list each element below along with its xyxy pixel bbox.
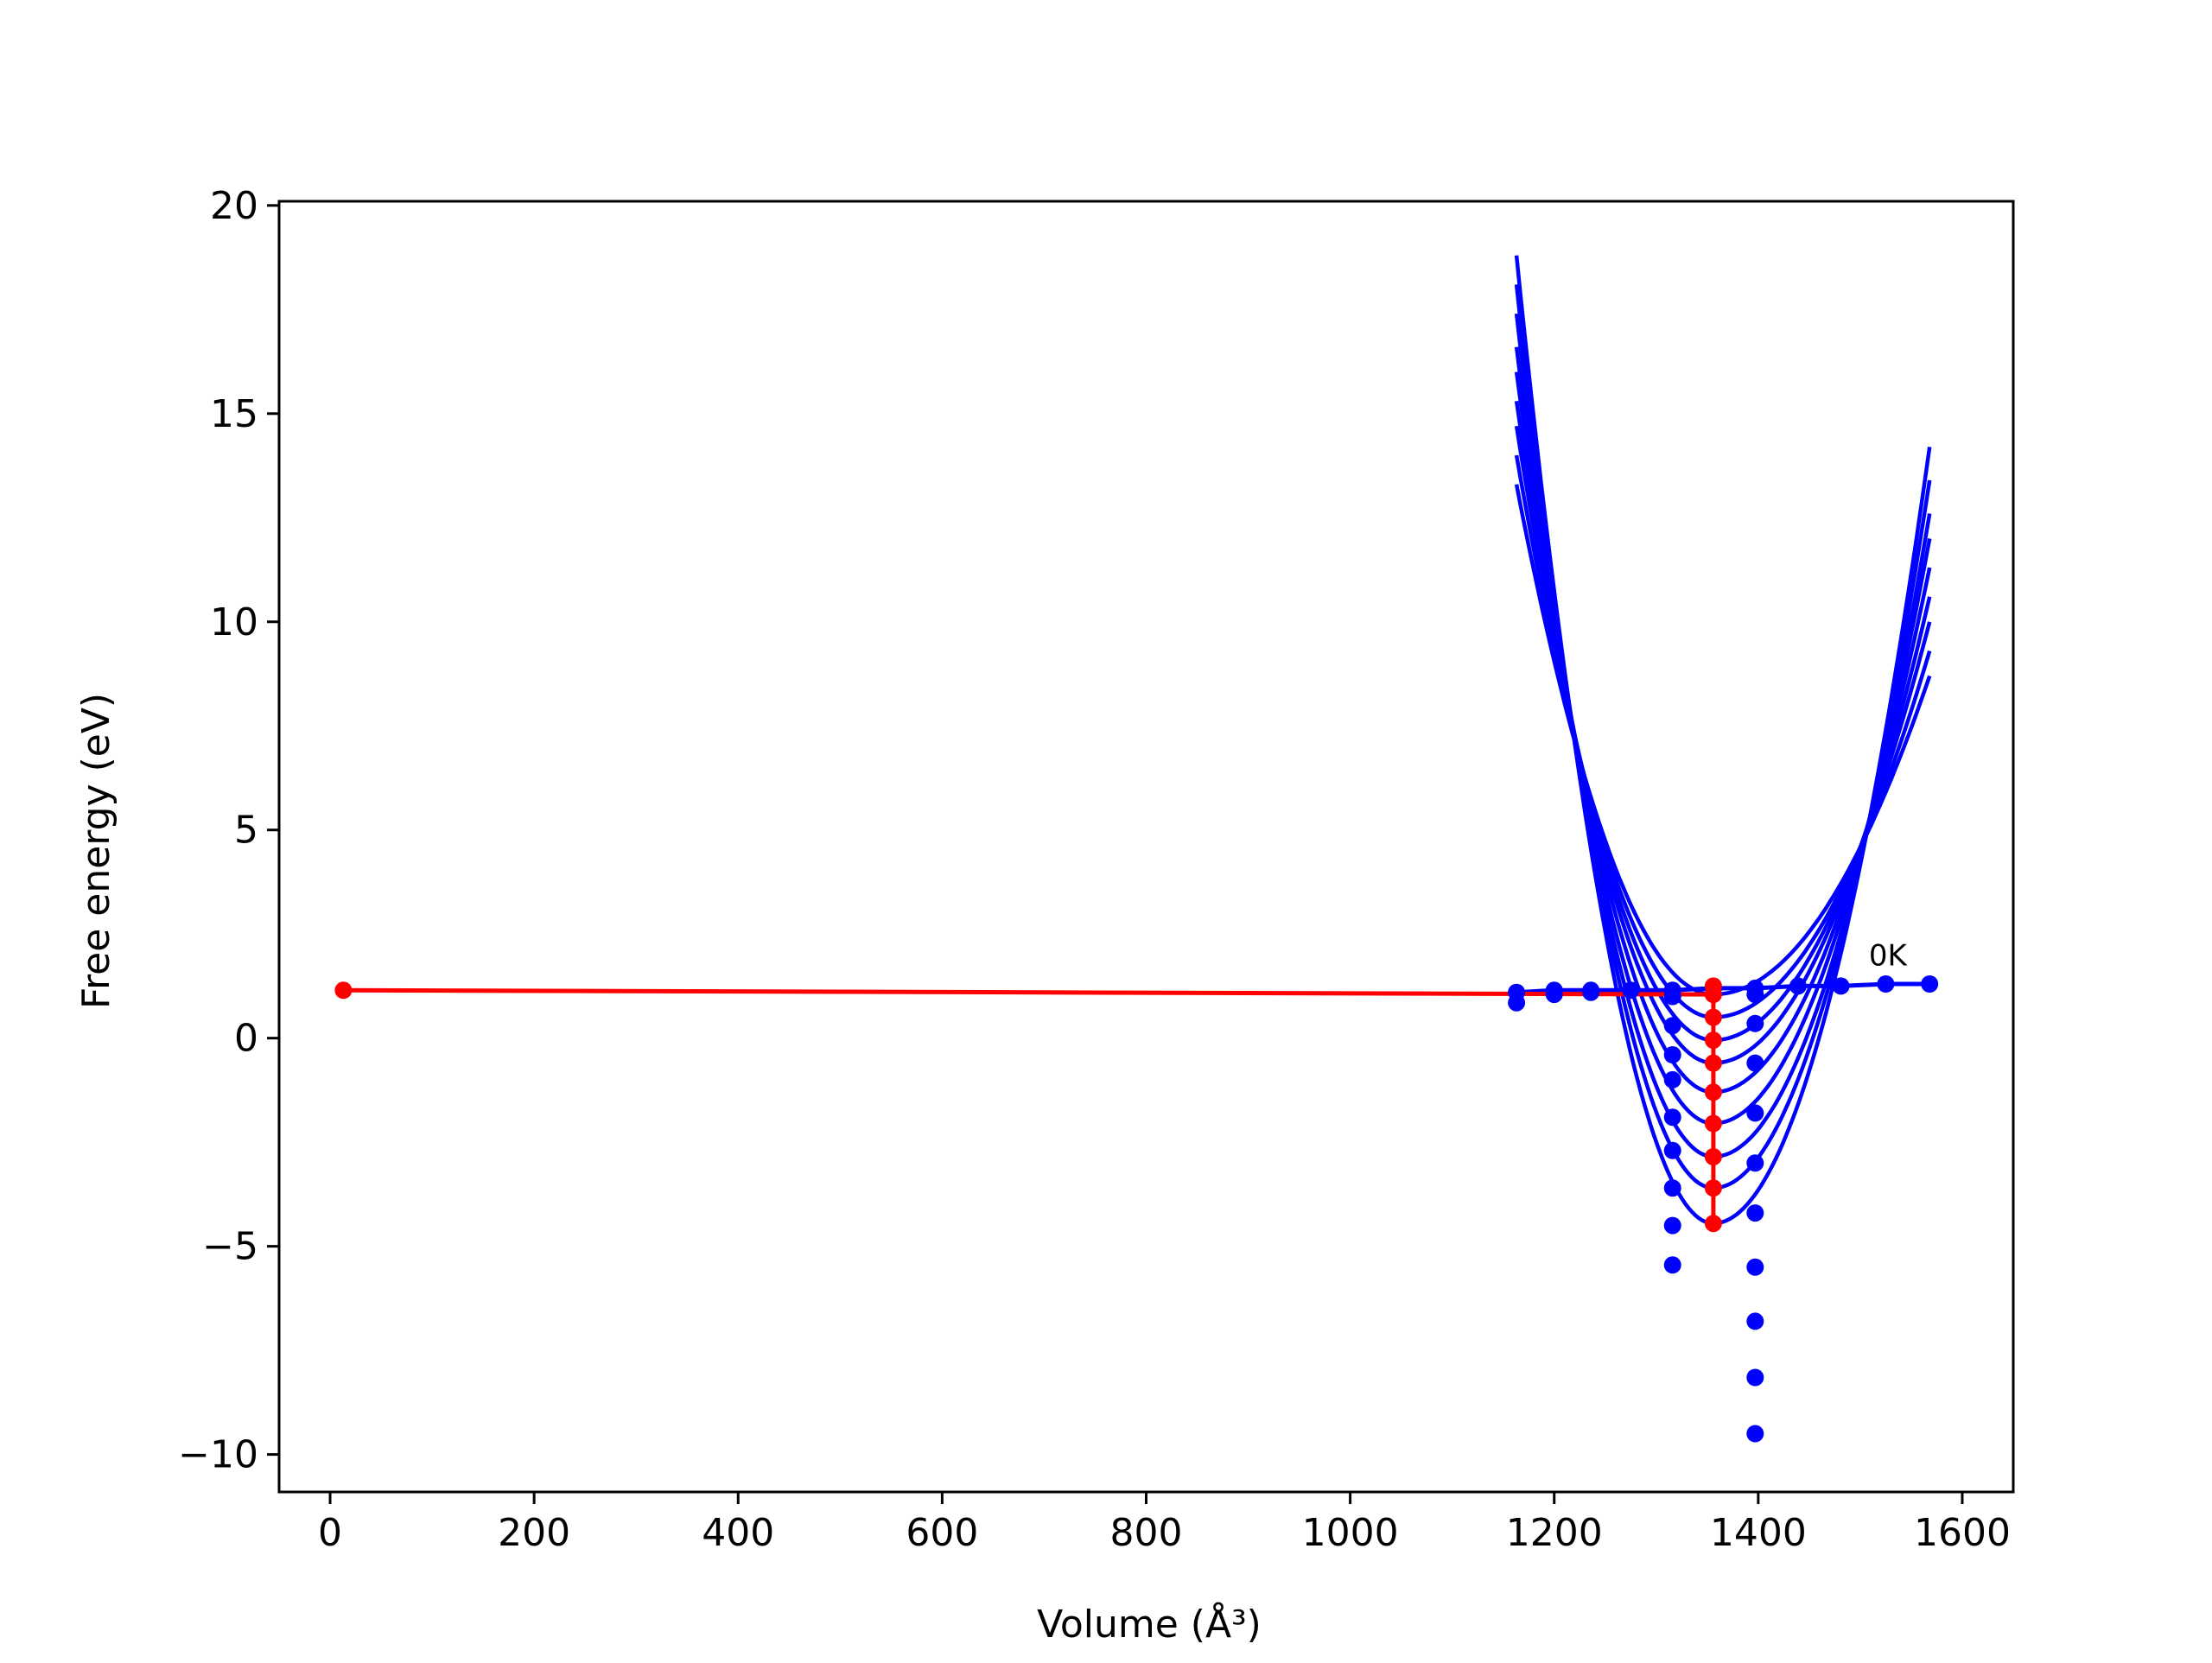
series-0-point <box>1622 981 1640 1000</box>
x-tick-label: 200 <box>498 1511 570 1555</box>
series-1-point <box>1663 1179 1681 1197</box>
x-tick-label: 600 <box>906 1511 978 1555</box>
series-1-point <box>1582 983 1600 1001</box>
x-tick-label: 1400 <box>1710 1511 1807 1555</box>
series-0-point <box>1877 975 1895 993</box>
series-1-point <box>1746 1425 1764 1443</box>
series-1-point <box>1746 1154 1764 1172</box>
series-1-point <box>1746 1258 1764 1276</box>
series-1-point <box>1663 1017 1681 1035</box>
series-3-point <box>1704 1054 1722 1072</box>
series-1-point <box>1746 1312 1764 1330</box>
series-1-point <box>1663 1256 1681 1274</box>
series-1-point <box>1663 1108 1681 1127</box>
y-tick-label: 0 <box>234 1017 258 1061</box>
series-1-point <box>1508 993 1526 1012</box>
series-3-point <box>1704 986 1722 1004</box>
series-2-point <box>334 981 353 1000</box>
x-tick-label: 800 <box>1110 1511 1183 1555</box>
series-1-point <box>1663 1046 1681 1063</box>
series-3-point <box>1704 1148 1722 1165</box>
series-0-point <box>1921 975 1939 993</box>
x-axis-label: Volume (Å³) <box>1037 1601 1262 1647</box>
x-tick-label: 0 <box>318 1511 342 1555</box>
series-1-point <box>1746 1054 1764 1072</box>
series-3-point <box>1704 1083 1722 1101</box>
annotation-0k-label: 0K <box>1869 938 1909 973</box>
y-tick-label: −5 <box>202 1225 258 1269</box>
y-tick-label: 5 <box>234 809 258 853</box>
x-tick-label: 1600 <box>1914 1511 2011 1555</box>
fit-curve-8 <box>1514 255 1932 1226</box>
series-1-point <box>1663 1070 1681 1089</box>
y-tick-label: 15 <box>210 392 258 436</box>
x-tick-label: 1200 <box>1506 1511 1603 1555</box>
series-1-point <box>1746 1368 1764 1387</box>
y-axis-label: Free energy (eV) <box>74 693 118 1009</box>
series-0-point <box>1789 977 1807 995</box>
series-3-point <box>1704 1008 1722 1026</box>
series-3-point <box>1704 1215 1722 1233</box>
series-0-point <box>1832 977 1850 995</box>
series-1-point <box>1663 987 1681 1006</box>
y-tick-label: 20 <box>210 184 258 228</box>
series-1-point <box>1746 986 1764 1004</box>
series-1-point <box>1746 1014 1764 1032</box>
y-tick-label: 10 <box>210 600 258 644</box>
series-1-point <box>1663 1216 1681 1235</box>
x-tick-label: 1000 <box>1302 1511 1399 1555</box>
series-3-point <box>1704 1179 1722 1197</box>
series-3-point <box>1704 1114 1722 1133</box>
series-1-point <box>1545 986 1563 1004</box>
series-3-point <box>1704 1031 1722 1050</box>
series-1-point <box>1746 1204 1764 1222</box>
series-1-point <box>1746 1104 1764 1122</box>
x-tick-label: 400 <box>702 1511 774 1555</box>
series-1-point <box>1663 1141 1681 1159</box>
y-tick-label: −10 <box>178 1433 258 1477</box>
series-2-line <box>343 987 1713 997</box>
